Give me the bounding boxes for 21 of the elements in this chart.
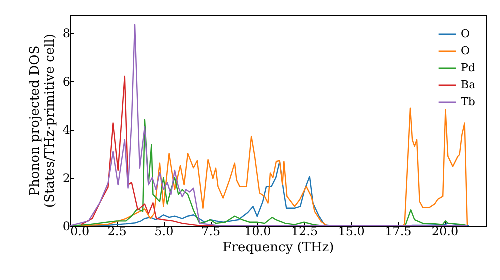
x-tick-label: 17.5 xyxy=(385,224,412,238)
x-tick-label: 0.0 xyxy=(70,224,90,238)
x-tick-label: 12.5 xyxy=(291,224,318,238)
y-axis-title: Phonon projected DOS (States/THz·primitive cell) xyxy=(28,34,58,208)
legend-label: Pd xyxy=(461,62,476,74)
y-tick-label: 4 xyxy=(62,123,71,138)
x-tick-label: 7.5 xyxy=(201,224,221,238)
x-tick-label: 5.0 xyxy=(154,224,174,238)
legend-label: Ba xyxy=(461,78,476,92)
y-tick-label: 6 xyxy=(62,74,70,89)
x-tick-label: 10.0 xyxy=(244,224,272,238)
x-tick-label: 20.0 xyxy=(432,224,459,238)
legend-label: O xyxy=(461,44,470,58)
y-tick-label: 0 xyxy=(62,220,70,234)
legend-label: Tb xyxy=(461,96,476,108)
x-tick-label: 15.0 xyxy=(338,224,365,238)
x-tick-label: 2.5 xyxy=(108,224,127,238)
legend-label: O xyxy=(461,28,470,40)
x-axis-title: Frequency (THz) xyxy=(222,240,334,256)
y-tick-label: 8 xyxy=(62,26,70,41)
y-tick-label: 2 xyxy=(62,171,70,186)
